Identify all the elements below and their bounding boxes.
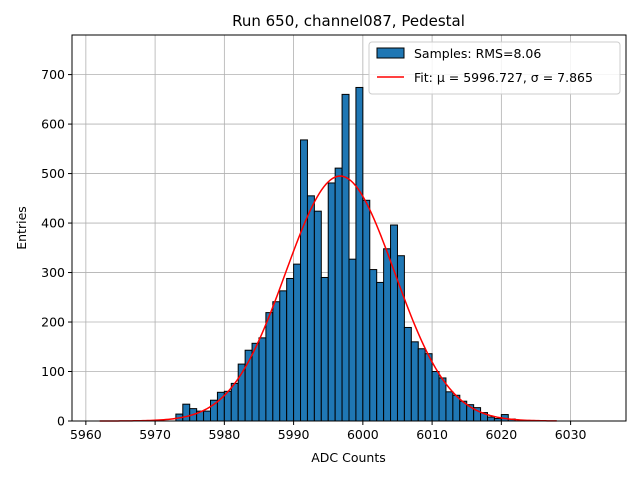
- histogram-bar: [355, 86, 364, 422]
- x-tick-label: 6010: [416, 427, 448, 442]
- histogram-bar: [341, 93, 350, 422]
- y-tick-label: 400: [41, 216, 65, 231]
- x-tick-label: 6000: [347, 427, 379, 442]
- x-tick-label: 5960: [70, 427, 102, 442]
- histogram-bar: [417, 348, 426, 422]
- histogram-bar: [293, 263, 302, 422]
- histogram-bar: [251, 342, 260, 422]
- histogram-bar: [223, 390, 232, 422]
- y-tick-label: 700: [41, 67, 65, 82]
- histogram-bar: [390, 224, 398, 422]
- x-tick-label: 5970: [139, 427, 171, 442]
- histogram-bar: [396, 255, 405, 422]
- x-tick-label: 6030: [555, 427, 587, 442]
- histogram-bar: [452, 394, 461, 422]
- histogram-bar: [383, 248, 392, 422]
- histogram-bar: [424, 353, 433, 422]
- histogram-bar: [320, 276, 329, 422]
- legend-box: [368, 41, 621, 95]
- histogram-bar: [369, 269, 378, 422]
- histogram-bar: [300, 139, 308, 422]
- histogram-bar: [265, 312, 274, 422]
- histogram-bar: [376, 281, 385, 422]
- histogram-bar: [410, 341, 419, 422]
- x-tick-label: 6020: [485, 427, 517, 442]
- histogram-bar: [286, 277, 295, 422]
- histogram-bar: [403, 326, 412, 422]
- y-tick-label: 300: [41, 265, 65, 280]
- histogram-bar: [362, 199, 371, 422]
- histogram-bar: [445, 391, 454, 422]
- y-tick-label: 600: [41, 117, 65, 132]
- y-tick-label: 200: [41, 315, 65, 330]
- x-tick-label: 5990: [278, 427, 310, 442]
- histogram-bar: [348, 258, 357, 422]
- histogram-bar: [313, 210, 322, 422]
- histogram-bar: [230, 382, 239, 422]
- histogram-bar: [327, 182, 336, 422]
- histogram-bar: [438, 377, 447, 422]
- x-axis-ticks: 5960 5970 5980 5990 6000 6010 6020 6030: [70, 421, 587, 442]
- x-axis-label: ADC Counts: [311, 450, 386, 465]
- legend: Samples: RMS=8.06 Fit: μ = 5996.727, σ =…: [368, 41, 621, 95]
- plot-frame: [71, 34, 627, 422]
- histogram-bar: [258, 337, 267, 422]
- legend-label-samples: Samples: RMS=8.06: [414, 46, 541, 61]
- histogram-bar: [431, 371, 440, 422]
- y-tick-label: 0: [57, 414, 65, 429]
- y-tick-label: 100: [41, 364, 65, 379]
- y-axis-label: Entries: [14, 206, 29, 250]
- histogram-bar: [334, 167, 343, 422]
- histogram-bar: [487, 416, 495, 422]
- histogram-bars: [175, 86, 516, 422]
- histogram-bar: [272, 301, 281, 422]
- histogram-bar: [182, 403, 191, 422]
- legend-swatch-samples: [376, 47, 405, 59]
- histogram-bar: [279, 290, 288, 422]
- histogram-bar: [203, 410, 211, 422]
- y-axis-ticks: 0 100 200 300 400 500 600 700: [41, 67, 72, 429]
- x-tick-label: 5980: [208, 427, 240, 442]
- legend-label-fit: Fit: μ = 5996.727, σ = 7.865: [414, 70, 593, 85]
- y-tick-label: 500: [41, 166, 65, 181]
- chart-title: Run 650, channel087, Pedestal: [232, 12, 465, 30]
- fit-curve: [99, 175, 557, 422]
- histogram-bar: [306, 195, 315, 422]
